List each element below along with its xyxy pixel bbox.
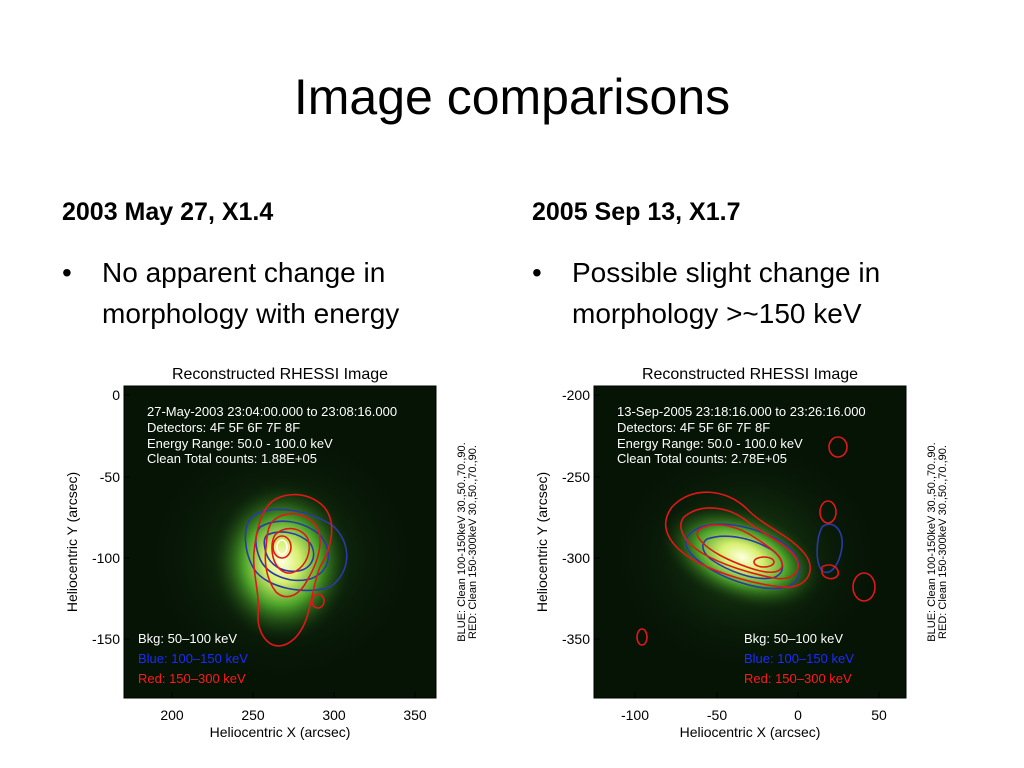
x-tick-labels: 200 250 300 350 [160,707,427,723]
plot-title: Reconstructed RHESSI Image [642,366,858,383]
bullet-dot-icon: • [532,257,542,288]
y-axis-label: Heliocentric Y (arcsec) [534,472,550,612]
info-line: Energy Range: 50.0 - 100.0 keV [147,436,333,451]
y-axis-ticks [594,394,600,640]
x-axis-label: Heliocentric X (arcsec) [210,724,351,740]
legend-blue: Blue: 100–150 keV [138,651,248,666]
y-tick-labels: -200 -250 -300 -350 [562,387,590,647]
info-line: 27-May-2003 23:04:00.000 to 23:08:16.000 [147,404,397,419]
x-axis-label: Heliocentric X (arcsec) [680,724,821,740]
plot-frame [123,385,437,699]
x-tick-label: 200 [160,707,184,723]
y-axis-ticks [124,394,130,640]
slide-title: Image comparisons [293,69,731,125]
peak-contour [276,539,288,555]
legend-bkg: Bkg: 50–100 keV [744,631,843,646]
y-tick-label: -100 [92,550,120,566]
x-tick-label: -100 [621,707,649,723]
x-tick-label: 350 [403,707,427,723]
legend-red: Red: 150–300 keV [744,671,852,686]
info-line: Energy Range: 50.0 - 100.0 keV [617,436,803,451]
y-tick-label: -250 [562,469,590,485]
y-tick-label: -300 [562,550,590,566]
y-tick-label: -350 [562,631,590,647]
side-label-blue: BLUE: Clean 100-150keV 30.,50.,70.,90. [456,442,468,641]
side-label-red: RED: Clean 150-300keV 30.,50.,70.,90. [937,445,949,639]
legend-bkg: Bkg: 50–100 keV [138,631,237,646]
y-tick-label: -50 [100,469,120,485]
red-contours [252,493,333,647]
bullet-dot-icon: • [62,257,72,288]
x-tick-label: 300 [322,707,346,723]
side-label-blue: BLUE: Clean 100-150keV 30.,50.,70.,90. [926,442,938,641]
left-bullet-text: No apparent change in morphology with en… [102,257,400,329]
left-heading: 2003 May 27, X1.4 [62,198,274,226]
right-bullet-text: Possible slight change in morphology >~1… [572,257,881,329]
source-glow [660,503,824,611]
source-glow [212,482,352,642]
info-line: Clean Total counts: 2.78E+05 [617,451,787,466]
plot-title: Reconstructed RHESSI Image [172,366,388,383]
red-contours [636,436,876,646]
x-axis-ticks [634,692,880,698]
info-line: Clean Total counts: 1.88E+05 [147,451,317,466]
info-line: Detectors: 4F 5F 6F 7F 8F [147,420,300,435]
info-line: 13-Sep-2005 23:18:16.000 to 23:26:16.000 [617,404,866,419]
plot-legend: Bkg: 50–100 keV Blue: 100–150 keV Red: 1… [744,631,858,686]
left-rhessi-plot: Reconstructed RHESSI Image 27-May-2003 2… [64,366,479,740]
y-tick-label: 0 [112,387,120,403]
right-heading: 2005 Sep 13, X1.7 [532,198,741,226]
plot-info: 13-Sep-2005 23:18:16.000 to 23:26:16.000… [617,404,869,466]
info-line: Detectors: 4F 5F 6F 7F 8F [617,420,770,435]
x-tick-label: 0 [794,707,802,723]
y-tick-label: -200 [562,387,590,403]
y-axis-label: Heliocentric Y (arcsec) [64,472,80,612]
plot-info: 27-May-2003 23:04:00.000 to 23:08:16.000… [147,404,401,466]
plot-legend: Bkg: 50–100 keV Blue: 100–150 keV Red: 1… [138,631,252,686]
legend-blue: Blue: 100–150 keV [744,651,854,666]
x-tick-label: -50 [707,707,727,723]
x-tick-labels: -100 -50 0 50 [621,707,887,723]
x-tick-label: 250 [241,707,265,723]
side-label-red: RED: Clean 150-300keV 30.,50.,70.,90. [467,445,479,639]
x-tick-label: 50 [871,707,887,723]
blue-contours [244,508,348,592]
y-tick-labels: 0 -50 -100 -150 [92,387,120,647]
right-rhessi-plot: Reconstructed RHESSI Image 13-Sep-2005 2… [534,366,949,740]
x-axis-ticks [171,692,416,698]
y-tick-label: -150 [92,631,120,647]
plot-frame [593,385,907,699]
legend-red: Red: 150–300 keV [138,671,246,686]
